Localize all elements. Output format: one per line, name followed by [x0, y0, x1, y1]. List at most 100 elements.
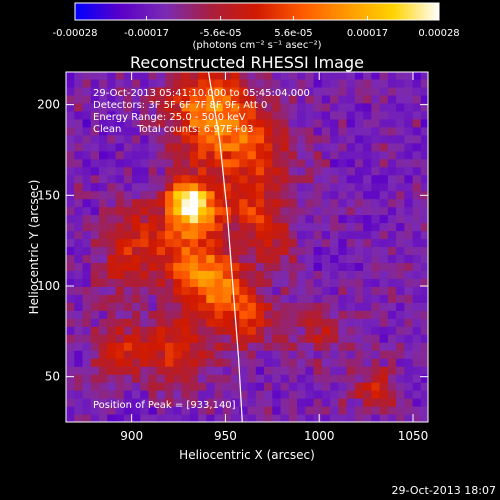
heatmap-cell	[288, 318, 298, 327]
heatmap-cell	[371, 110, 381, 120]
colorbar-tick-label: -0.00028	[53, 28, 98, 39]
heatmap-cell	[288, 134, 298, 144]
heatmap-cell	[412, 182, 422, 192]
heatmap-cell	[206, 190, 216, 200]
heatmap-cell	[74, 174, 84, 184]
heatmap-cell	[288, 150, 298, 160]
heatmap-cell	[313, 326, 323, 335]
heatmap-cell	[247, 238, 257, 248]
heatmap-cell	[321, 398, 331, 407]
heatmap-cell	[264, 238, 273, 248]
heatmap-cell	[90, 294, 100, 303]
heatmap-cell	[272, 78, 282, 88]
heatmap-cell	[206, 126, 216, 136]
heatmap-cell	[99, 334, 108, 343]
heatmap-cell	[396, 174, 405, 184]
heatmap-cell	[354, 334, 364, 343]
heatmap-cell	[90, 366, 100, 375]
heatmap-cell	[99, 142, 108, 152]
heatmap-cell	[123, 278, 133, 287]
heatmap-cell	[420, 174, 428, 184]
heatmap-cell	[123, 270, 133, 279]
heatmap-cell	[173, 350, 183, 359]
heatmap-cell	[272, 390, 282, 399]
heatmap-cell	[363, 366, 372, 375]
heatmap-cell	[264, 406, 273, 415]
heatmap-cell	[66, 318, 75, 327]
heatmap-cell	[371, 78, 381, 88]
heatmap-cell	[99, 72, 108, 80]
heatmap-cell	[90, 342, 100, 351]
heatmap-cell	[231, 342, 240, 351]
heatmap-cell	[107, 182, 117, 192]
heatmap-cell	[272, 134, 282, 144]
heatmap-cell	[66, 230, 75, 240]
heatmap-cell	[123, 142, 133, 152]
heatmap-cell	[173, 382, 183, 391]
heatmap-cell	[82, 310, 92, 319]
heatmap-cell	[189, 294, 199, 303]
heatmap-cell	[173, 190, 183, 200]
heatmap-cell	[239, 102, 249, 112]
heatmap-cell	[330, 262, 339, 271]
heatmap-cell	[206, 222, 216, 232]
heatmap-cell	[371, 198, 381, 208]
heatmap-cell	[412, 294, 422, 303]
heatmap-cell	[206, 254, 216, 264]
heatmap-cell	[387, 382, 397, 391]
heatmap-cell	[338, 118, 348, 128]
heatmap-cell	[280, 310, 290, 319]
heatmap-cell	[107, 238, 117, 248]
heatmap-cell	[214, 334, 224, 343]
heatmap-cell	[387, 270, 397, 279]
heatmap-cell	[222, 374, 232, 383]
heatmap-cell	[371, 150, 381, 160]
heatmap-cell	[338, 222, 348, 232]
annotation-energy-range: Energy Range: 25.0 - 50.0 keV	[93, 112, 246, 123]
heatmap-cell	[264, 94, 273, 104]
heatmap-cell	[280, 72, 290, 80]
heatmap-cell	[148, 406, 158, 415]
heatmap-cell	[181, 366, 191, 375]
heatmap-cell	[181, 342, 191, 351]
heatmap-cell	[288, 118, 298, 128]
heatmap-cell	[313, 398, 323, 407]
heatmap-cell	[148, 310, 158, 319]
heatmap-cell	[255, 358, 265, 367]
heatmap-cell	[198, 158, 207, 168]
heatmap-cell	[321, 86, 331, 96]
heatmap-cell	[363, 286, 372, 295]
heatmap-cell	[264, 270, 273, 279]
x-axis-tick-label: 1000	[304, 429, 335, 443]
heatmap-cell	[123, 238, 133, 248]
heatmap-cell	[198, 358, 207, 367]
heatmap-cell	[387, 190, 397, 200]
heatmap-cell	[165, 390, 174, 399]
plot-frame	[65, 71, 429, 423]
heatmap-cell	[264, 254, 273, 264]
heatmap-cell	[412, 278, 422, 287]
heatmap-cell	[330, 334, 339, 343]
heatmap-cell	[231, 414, 240, 422]
colorbar-tick-label: -0.00017	[124, 28, 169, 39]
heatmap-cell	[404, 190, 414, 200]
heatmap-cell	[321, 382, 331, 391]
heatmap-cell	[173, 374, 183, 383]
heatmap-cell	[379, 126, 389, 136]
heatmap-cell	[379, 214, 389, 224]
heatmap-cell	[354, 374, 364, 383]
heatmap-cell	[115, 158, 125, 168]
heatmap-cell	[198, 94, 207, 104]
heatmap-cell	[305, 350, 315, 359]
heatmap-cell	[321, 406, 331, 415]
heatmap-cell	[123, 310, 133, 319]
heatmap-cell	[198, 206, 207, 216]
heatmap-cell	[107, 350, 117, 359]
heatmap-cell	[115, 390, 125, 399]
heatmap-cell	[222, 286, 232, 295]
heatmap-cell	[206, 326, 216, 335]
heatmap-cell	[181, 254, 191, 264]
heatmap-cell	[321, 190, 331, 200]
heatmap-cell	[173, 238, 183, 248]
heatmap-cell	[239, 278, 249, 287]
